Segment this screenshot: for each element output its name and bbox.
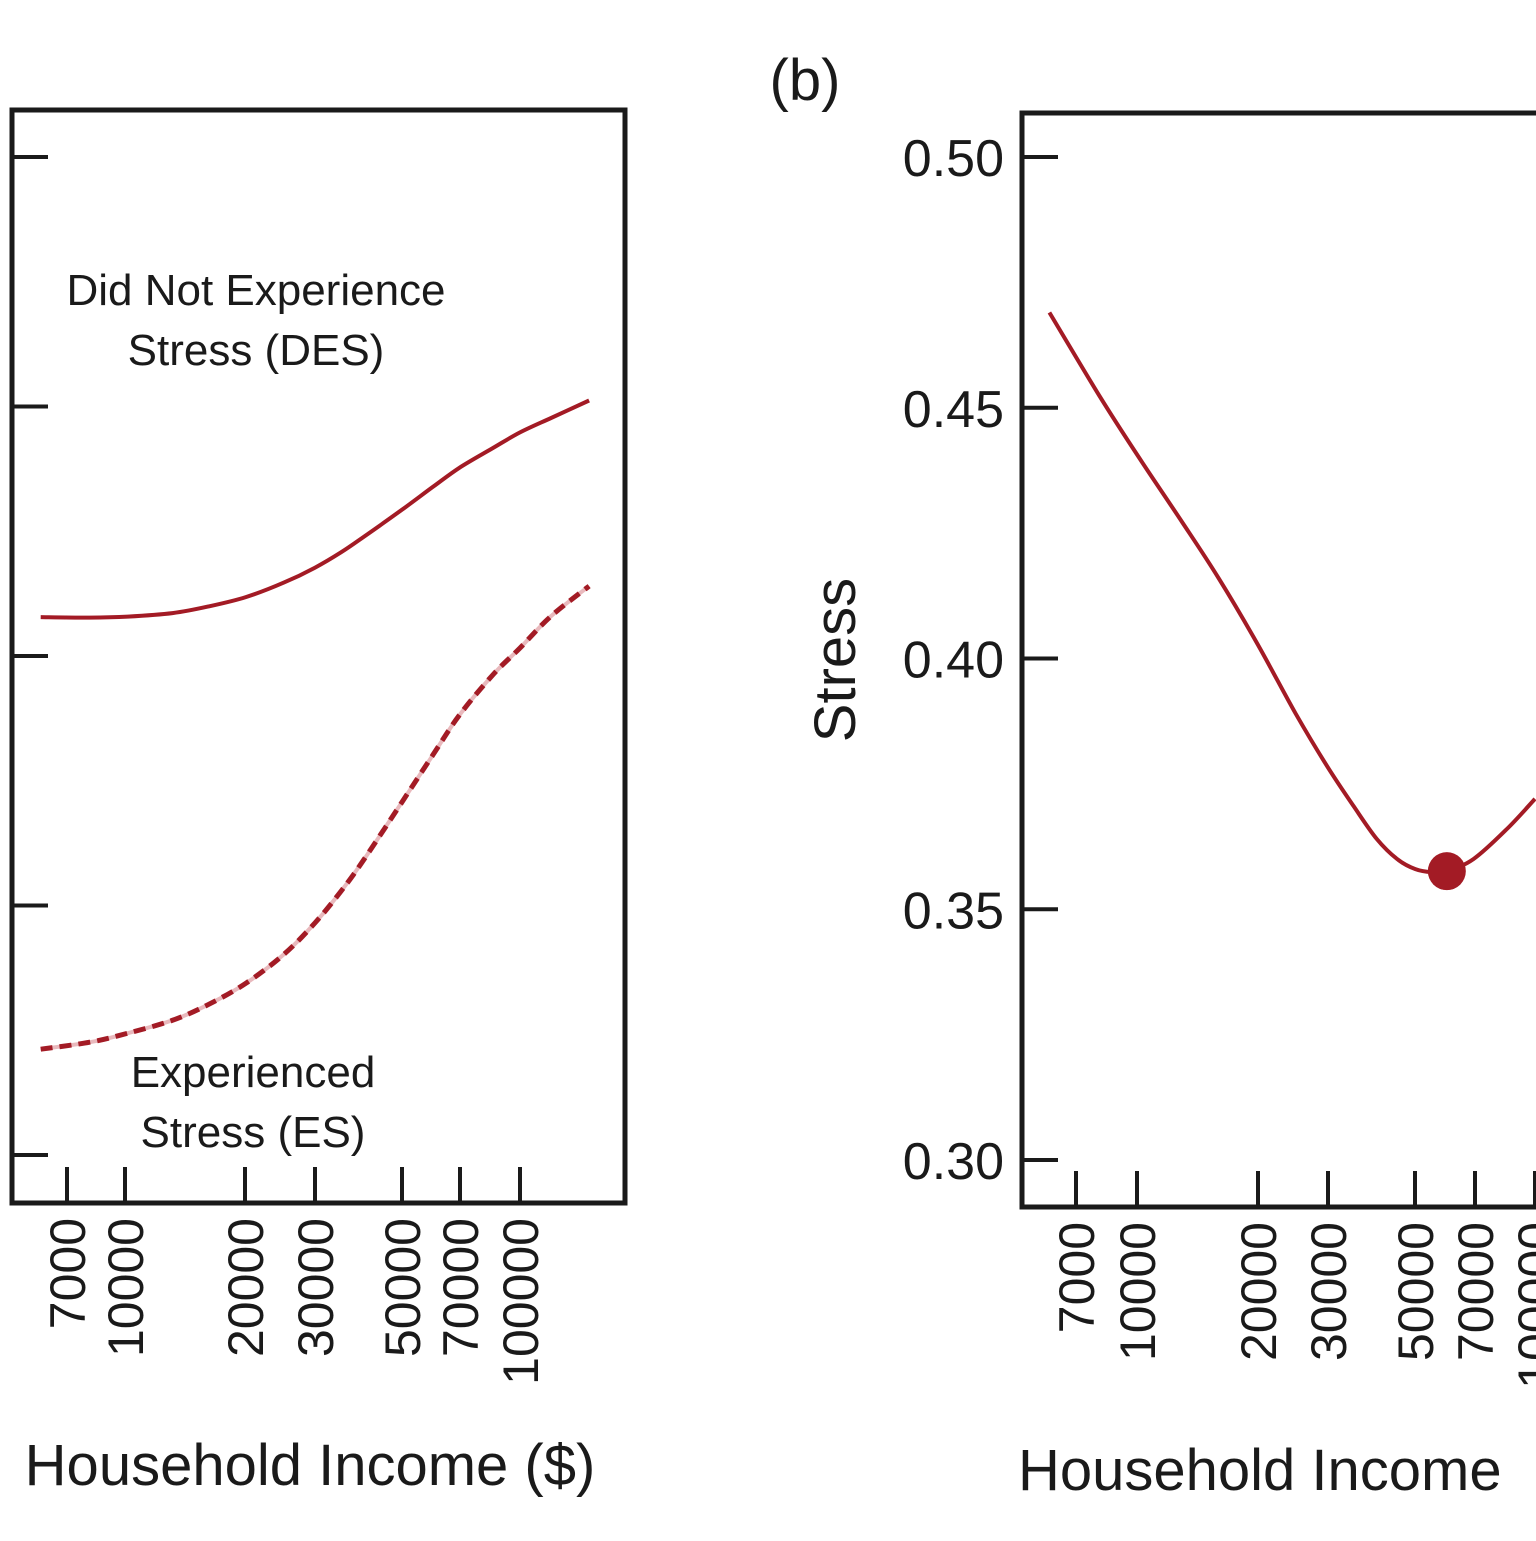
x-axis-title: Household Income ($) (25, 1433, 596, 1498)
y-tick-label: 0.45 (903, 381, 1004, 439)
x-tick-label: 70000 (1448, 1222, 1504, 1361)
series-line-es-dashed (40, 584, 591, 1052)
panel-label: (b) (770, 48, 841, 113)
annotation-label: Stress (DES) (128, 326, 385, 375)
x-tick-label: 100000 (1508, 1222, 1536, 1389)
x-tick-label: 7000 (1049, 1222, 1105, 1333)
y-tick-label: 0.35 (903, 882, 1004, 940)
series-line-1 (40, 398, 590, 620)
y-tick-label: 0.50 (903, 130, 1004, 188)
minimum-point-marker (1427, 852, 1466, 891)
annotation-label: Stress (ES) (141, 1108, 366, 1157)
chart-panel-2: 0.30 0.35 0.40 0.45 0.50 7000 10000 20000 30000 5… (770, 48, 1536, 1503)
series-line-underlay (40, 584, 591, 1052)
y-axis-title: Stress (803, 578, 868, 742)
annotation-label: Experienced (131, 1048, 376, 1097)
y-tick-label: 0.40 (903, 632, 1004, 690)
x-tick-label: 50000 (1388, 1222, 1444, 1361)
x-tick-label: 20000 (1231, 1222, 1287, 1361)
x-tick-label: 30000 (1301, 1222, 1357, 1361)
series-line-1 (1047, 311, 1536, 875)
x-tick-label: 70000 (433, 1218, 489, 1357)
x-tick-label: 30000 (288, 1218, 344, 1357)
chart-panel-1: 7000 10000 20000 30000 50000 70000 100000 House… (9, 107, 628, 1498)
x-tick-label: 7000 (40, 1218, 96, 1329)
y-tick-label: 0.30 (903, 1133, 1004, 1191)
annotation-label: Did Not Experience (66, 266, 445, 315)
plot-frame (1019, 110, 1536, 1210)
x-tick-label: 10000 (98, 1218, 154, 1357)
x-tick-label: 100000 (493, 1218, 549, 1385)
x-tick-label: 10000 (1110, 1222, 1166, 1361)
x-tick-label: 50000 (375, 1218, 431, 1357)
x-axis-title: Household Income (1018, 1438, 1502, 1503)
x-tick-label: 20000 (218, 1218, 274, 1357)
